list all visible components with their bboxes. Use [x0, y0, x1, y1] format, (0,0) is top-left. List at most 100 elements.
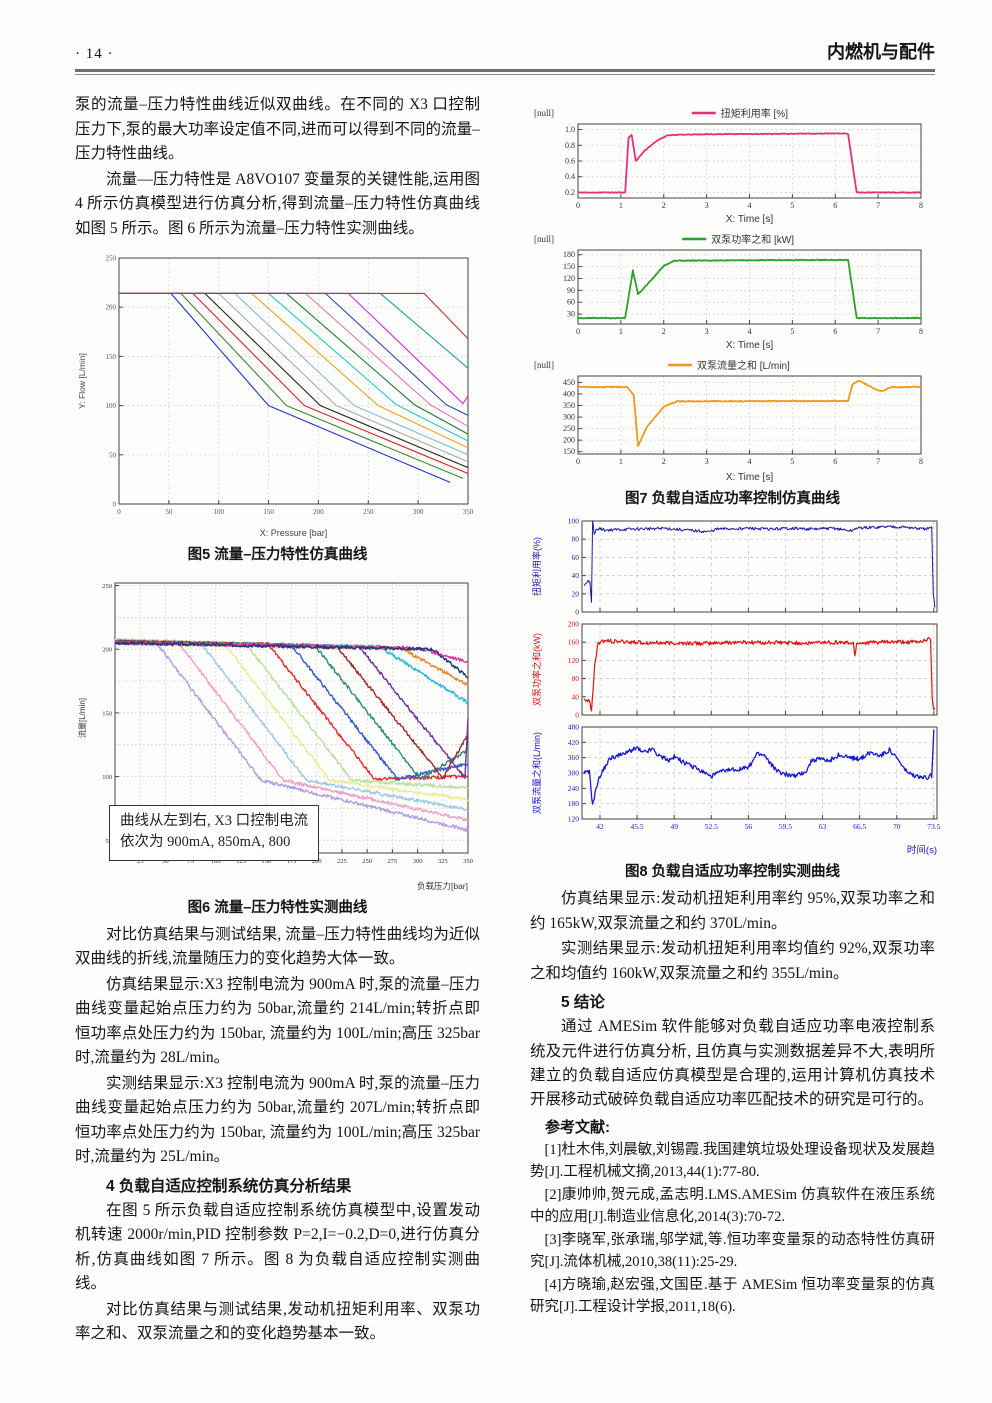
svg-text:300: 300: [568, 769, 580, 778]
svg-text:0: 0: [576, 201, 580, 210]
figure-7-flow-chart: 0 1 2 3 4 5 6 7 8 150 200 250 300 350 400 450 X: Time [s…: [530, 352, 935, 484]
figure-5-caption: 图5 流量–压力特性仿真曲线: [187, 547, 368, 563]
svg-text:0: 0: [576, 457, 580, 466]
svg-text:90: 90: [567, 286, 575, 295]
svg-text:300: 300: [413, 508, 424, 516]
svg-text:1.0: 1.0: [565, 125, 575, 134]
svg-text:100: 100: [213, 508, 224, 516]
figure-7-caption: 图7 负载自适应功率控制仿真曲线: [624, 491, 841, 508]
section-heading-5: 5 结论: [561, 994, 605, 1012]
reference-item: [4]方晓瑜,赵宏强,文国臣.基于 AMESim 恒功率变量泵的仿真研究[J].…: [530, 1276, 935, 1316]
svg-text:200: 200: [313, 508, 324, 516]
svg-text:49: 49: [670, 822, 678, 831]
svg-text:180: 180: [568, 799, 580, 808]
svg-text:400: 400: [563, 390, 575, 399]
svg-text:250: 250: [102, 583, 112, 590]
svg-text:3: 3: [705, 457, 709, 466]
annotation-line-1: 曲线从左到右, X3 口控制电流: [120, 812, 309, 829]
svg-text:负载压力[bar]: 负载压力[bar]: [417, 881, 468, 891]
references-heading: 参考文献:: [545, 1118, 610, 1136]
figure-5-chart: 0 50 100 150 200 250 300 350 0 50 100 150 200 250 X: P…: [75, 248, 480, 540]
svg-text:350: 350: [463, 858, 473, 865]
svg-text:200: 200: [568, 620, 580, 629]
paragraph: 仿真结果显示:X3 控制电流为 900mA 时,泵的流量–压力曲线变量起始点压力…: [75, 975, 480, 1067]
svg-text:80: 80: [572, 674, 580, 683]
paragraph: 泵的流量–压力特性曲线近似双曲线。在不同的 X3 口控制压力下,泵的最大功率设定…: [75, 96, 480, 163]
section-heading-4: 4 负载自适应控制系统仿真分析结果: [106, 1177, 352, 1195]
figure-5: 0 50 100 150 200 250 300 350 0 50 100 150 200 250 X: P…: [75, 248, 480, 564]
reference-item: [3]李晓军,张承瑞,邬学斌,等.恒功率变量泵的动态特性仿真研究[J].流体机械…: [530, 1231, 935, 1271]
svg-text:流量[L/min]: 流量[L/min]: [77, 698, 87, 738]
svg-text:59.5: 59.5: [779, 822, 792, 831]
svg-text:420: 420: [568, 738, 580, 747]
paragraph: 通过 AMESim 软件能够对负载自适应功率电液控制系统及元件进行仿真分析, 且…: [530, 1018, 935, 1109]
svg-text:双泵功率之和(kW): 双泵功率之和(kW): [531, 633, 542, 706]
svg-text:X: Time [s]: X: Time [s]: [726, 340, 773, 351]
svg-text:360: 360: [568, 753, 580, 762]
svg-text:2: 2: [662, 201, 666, 210]
svg-text:5: 5: [790, 327, 794, 336]
svg-text:25: 25: [137, 858, 144, 865]
figure-8: 0 20 40 60 80 100 扭矩利用率(%) 0 40 80 120 160 200 双泵功率之…: [530, 515, 941, 881]
svg-text:40: 40: [572, 692, 580, 701]
figure-8-caption: 图8 负载自适应功率控制实测曲线: [624, 864, 841, 881]
svg-text:100: 100: [211, 858, 221, 865]
paragraph: 在图 5 所示负载自适应控制系统仿真模型中,设置发动机转速 2000r/min,…: [75, 1201, 480, 1293]
svg-text:6: 6: [833, 457, 837, 466]
svg-text:4: 4: [748, 457, 752, 466]
svg-text:200: 200: [102, 647, 112, 654]
svg-text:扭矩利用率(%): 扭矩利用率(%): [531, 537, 542, 596]
header-rule-bottom: [75, 73, 935, 76]
page-header: · 14 · 内燃机与配件: [75, 38, 935, 64]
annotation-line-2: 依次为 900mA, 850mA, 800: [120, 834, 291, 851]
svg-text:300: 300: [563, 413, 575, 422]
svg-text:Y: Flow [L/min]: Y: Flow [L/min]: [77, 353, 87, 409]
svg-text:5: 5: [790, 457, 794, 466]
svg-text:50: 50: [165, 508, 173, 516]
paragraph: 实测结果显示:发动机扭矩利用率均值约 92%,双泵功率之和均值约 160kW,双…: [530, 940, 935, 982]
figure-7: 0 1 2 3 4 5 6 7 8 0.2 0.4 0.6 0.8 1.0 X: Time [s] [null…: [530, 100, 935, 508]
svg-text:120: 120: [563, 274, 575, 283]
right-column: 0 1 2 3 4 5 6 7 8 0.2 0.4 0.6 0.8 1.0 X: Time [s] [null…: [530, 93, 941, 1348]
svg-text:双泵功率之和 [kW]: 双泵功率之和 [kW]: [711, 233, 794, 246]
svg-text:0: 0: [113, 501, 117, 509]
svg-text:42: 42: [596, 822, 604, 831]
svg-text:20: 20: [572, 589, 580, 598]
svg-text:73.5: 73.5: [927, 822, 940, 831]
svg-text:3: 3: [705, 201, 709, 210]
svg-text:150: 150: [263, 508, 274, 516]
svg-text:0.2: 0.2: [565, 188, 575, 197]
left-column: 泵的流量–压力特性曲线近似双曲线。在不同的 X3 口控制压力下,泵的最大功率设定…: [75, 93, 480, 1348]
svg-text:200: 200: [563, 436, 575, 445]
svg-text:240: 240: [568, 784, 580, 793]
figure-8-power-chart: 0 40 80 120 160 200 双泵功率之和(kW): [530, 618, 938, 721]
svg-text:X: Time [s]: X: Time [s]: [726, 472, 773, 483]
svg-text:0.8: 0.8: [565, 141, 575, 150]
page-number: · 14 ·: [75, 46, 114, 62]
svg-text:150: 150: [563, 262, 575, 271]
svg-text:2: 2: [662, 327, 666, 336]
svg-text:7: 7: [876, 327, 880, 336]
svg-text:50: 50: [109, 451, 117, 459]
figure-7-torque-chart: 0 1 2 3 4 5 6 7 8 0.2 0.4 0.6 0.8 1.0 X: Time [s] [null…: [530, 100, 935, 226]
reference-item: [2]康帅帅,贺元成,孟志明.LMS.AMESim 仿真软件在液压系统中的应用[…: [530, 1186, 935, 1226]
svg-text:X: Pressure [bar]: X: Pressure [bar]: [260, 528, 328, 538]
svg-text:120: 120: [568, 815, 580, 824]
svg-text:7: 7: [876, 457, 880, 466]
paragraph: 仿真结果显示:发动机扭矩利用率约 95%,双泵功率之和约 165kW,双泵流量之…: [530, 890, 935, 932]
svg-text:350: 350: [463, 508, 474, 516]
svg-text:0: 0: [575, 608, 579, 617]
svg-text:50: 50: [162, 858, 169, 865]
svg-text:200: 200: [312, 858, 322, 865]
figure-8-flow-chart: 42 45.5 49 52.5 56 59.5 63 66.5 70 73.5 120 180 240 3…: [530, 721, 941, 857]
journal-title: 内燃机与配件: [827, 42, 935, 62]
svg-text:250: 250: [363, 508, 374, 516]
svg-text:250: 250: [563, 424, 575, 433]
figure-6: 曲线从左到右, X3 口控制电流 依次为 900mA, 850mA, 800 2…: [75, 571, 480, 917]
svg-text:1: 1: [619, 201, 623, 210]
svg-text:63: 63: [819, 822, 827, 831]
svg-text:325: 325: [438, 858, 448, 865]
svg-text:200: 200: [106, 304, 117, 312]
svg-text:6: 6: [833, 201, 837, 210]
svg-text:40: 40: [572, 571, 580, 580]
